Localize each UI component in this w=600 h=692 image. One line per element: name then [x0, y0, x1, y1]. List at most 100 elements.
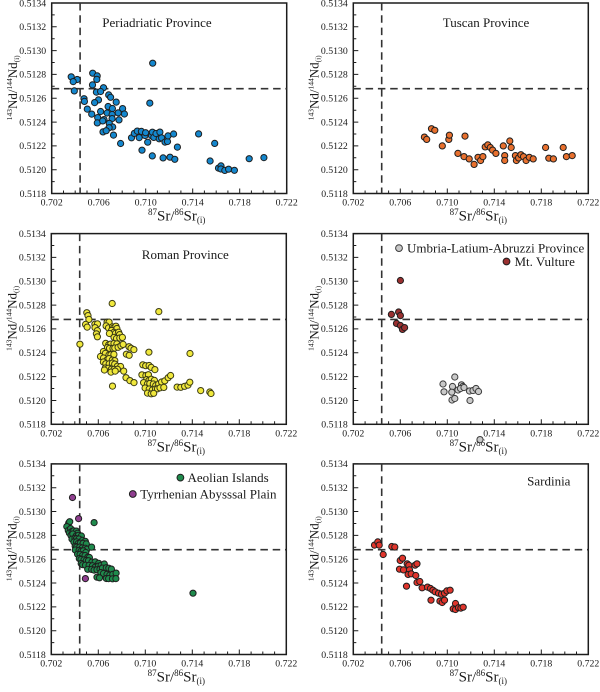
svg-text:0.718: 0.718	[530, 198, 552, 209]
svg-text:0.702: 0.702	[41, 198, 63, 209]
svg-text:87Sr/86Sr(i): 87Sr/86Sr(i)	[450, 668, 507, 686]
svg-text:0.5124: 0.5124	[19, 117, 46, 128]
svg-text:0.722: 0.722	[276, 198, 298, 209]
svg-text:0.5132: 0.5132	[19, 483, 46, 494]
svg-text:0.5120: 0.5120	[321, 396, 348, 407]
svg-text:0.5118: 0.5118	[19, 650, 46, 661]
svg-text:0.702: 0.702	[40, 659, 62, 670]
svg-text:0.5132: 0.5132	[321, 253, 348, 264]
svg-text:143Nd/144Nd(i): 143Nd/144Nd(i)	[5, 55, 21, 120]
svg-text:0.722: 0.722	[577, 659, 599, 670]
svg-text:0.5130: 0.5130	[321, 46, 348, 57]
svg-text:0.5120: 0.5120	[321, 626, 348, 637]
svg-text:143Nd/144Nd(i): 143Nd/144Nd(i)	[306, 285, 322, 350]
svg-text:0.706: 0.706	[389, 428, 411, 439]
svg-text:0.5120: 0.5120	[19, 626, 46, 637]
svg-text:0.5118: 0.5118	[20, 189, 47, 200]
svg-text:0.5130: 0.5130	[19, 507, 46, 518]
svg-text:0.5124: 0.5124	[321, 578, 348, 589]
svg-text:0.5128: 0.5128	[19, 70, 46, 81]
svg-text:0.5132: 0.5132	[321, 22, 348, 33]
svg-text:87Sr/86Sr(i): 87Sr/86Sr(i)	[148, 438, 205, 456]
svg-text:0.706: 0.706	[87, 428, 109, 439]
svg-text:0.5130: 0.5130	[321, 507, 348, 518]
svg-text:0.5134: 0.5134	[321, 459, 348, 470]
svg-text:0.5118: 0.5118	[321, 650, 348, 661]
svg-text:0.5124: 0.5124	[321, 117, 348, 128]
svg-text:0.706: 0.706	[88, 198, 110, 209]
svg-text:0.722: 0.722	[577, 428, 599, 439]
svg-text:143Nd/144Nd(i): 143Nd/144Nd(i)	[4, 285, 20, 350]
svg-text:0.718: 0.718	[530, 659, 552, 670]
svg-text:0.714: 0.714	[181, 428, 203, 439]
svg-text:0.718: 0.718	[228, 428, 250, 439]
svg-text:0.5128: 0.5128	[321, 70, 348, 81]
svg-text:0.710: 0.710	[134, 428, 156, 439]
svg-text:143Nd/144Nd(i): 143Nd/144Nd(i)	[306, 55, 322, 120]
svg-text:0.5122: 0.5122	[19, 372, 46, 383]
svg-text:0.5132: 0.5132	[19, 253, 46, 264]
svg-text:Mt. Vulture: Mt. Vulture	[515, 254, 576, 269]
svg-text:0.714: 0.714	[483, 659, 505, 670]
svg-text:Tyrrhenian Abysssal Plain: Tyrrhenian Abysssal Plain	[140, 486, 277, 501]
svg-text:0.706: 0.706	[389, 198, 411, 209]
svg-text:87Sr/86Sr(i): 87Sr/86Sr(i)	[148, 668, 205, 686]
svg-text:0.5126: 0.5126	[321, 94, 348, 105]
svg-text:0.714: 0.714	[483, 198, 505, 209]
svg-text:0.5124: 0.5124	[19, 578, 46, 589]
svg-text:143Nd/144Nd(i): 143Nd/144Nd(i)	[306, 516, 322, 581]
svg-text:0.5118: 0.5118	[321, 420, 348, 431]
svg-text:0.5124: 0.5124	[19, 348, 46, 359]
svg-text:0.5122: 0.5122	[321, 372, 348, 383]
svg-text:0.718: 0.718	[228, 659, 250, 670]
svg-text:0.5126: 0.5126	[19, 555, 46, 566]
svg-text:Roman Province: Roman Province	[142, 247, 229, 262]
svg-text:0.5126: 0.5126	[321, 324, 348, 335]
svg-text:0.5134: 0.5134	[321, 229, 348, 240]
svg-text:0.5126: 0.5126	[19, 324, 46, 335]
svg-text:87Sr/86Sr(i): 87Sr/86Sr(i)	[148, 207, 205, 225]
svg-text:0.5128: 0.5128	[19, 300, 46, 311]
svg-text:0.5122: 0.5122	[19, 602, 46, 613]
svg-text:Aeolian Islands: Aeolian Islands	[188, 470, 269, 485]
svg-text:0.5130: 0.5130	[19, 277, 46, 288]
svg-text:0.5132: 0.5132	[19, 22, 46, 33]
svg-text:0.5124: 0.5124	[321, 348, 348, 359]
svg-text:0.706: 0.706	[389, 659, 411, 670]
svg-text:0.714: 0.714	[182, 198, 204, 209]
svg-text:0.5118: 0.5118	[19, 420, 46, 431]
svg-text:0.5130: 0.5130	[19, 46, 46, 57]
svg-text:0.5118: 0.5118	[321, 189, 348, 200]
svg-text:0.5120: 0.5120	[19, 396, 46, 407]
svg-text:0.718: 0.718	[530, 428, 552, 439]
svg-text:0.722: 0.722	[577, 198, 599, 209]
svg-text:0.5126: 0.5126	[321, 555, 348, 566]
svg-text:0.710: 0.710	[436, 659, 458, 670]
svg-text:0.702: 0.702	[342, 198, 364, 209]
svg-text:0.5120: 0.5120	[19, 165, 46, 176]
svg-text:87Sr/86Sr(i): 87Sr/86Sr(i)	[450, 207, 507, 225]
svg-text:0.5122: 0.5122	[321, 602, 348, 613]
svg-text:0.5134: 0.5134	[19, 229, 46, 240]
svg-text:Sardinia: Sardinia	[527, 473, 571, 488]
svg-text:0.5132: 0.5132	[321, 483, 348, 494]
svg-text:0.5130: 0.5130	[321, 277, 348, 288]
svg-text:0.5134: 0.5134	[19, 0, 46, 9]
svg-text:0.5134: 0.5134	[19, 459, 46, 470]
svg-text:Umbria-Latium-Abruzzi Province: Umbria-Latium-Abruzzi Province	[407, 240, 584, 255]
svg-text:0.702: 0.702	[342, 659, 364, 670]
svg-text:0.706: 0.706	[87, 659, 109, 670]
svg-text:0.702: 0.702	[40, 428, 62, 439]
svg-text:0.710: 0.710	[436, 198, 458, 209]
svg-text:0.5122: 0.5122	[321, 141, 348, 152]
svg-text:0.5128: 0.5128	[321, 300, 348, 311]
svg-text:0.714: 0.714	[181, 659, 203, 670]
svg-text:0.5120: 0.5120	[321, 165, 348, 176]
svg-text:0.722: 0.722	[275, 428, 297, 439]
svg-text:Periadriatic Province: Periadriatic Province	[102, 15, 212, 30]
svg-text:0.710: 0.710	[135, 198, 157, 209]
svg-text:0.710: 0.710	[134, 659, 156, 670]
svg-text:0.5128: 0.5128	[19, 531, 46, 542]
svg-text:0.5128: 0.5128	[321, 531, 348, 542]
svg-text:0.5134: 0.5134	[321, 0, 348, 9]
